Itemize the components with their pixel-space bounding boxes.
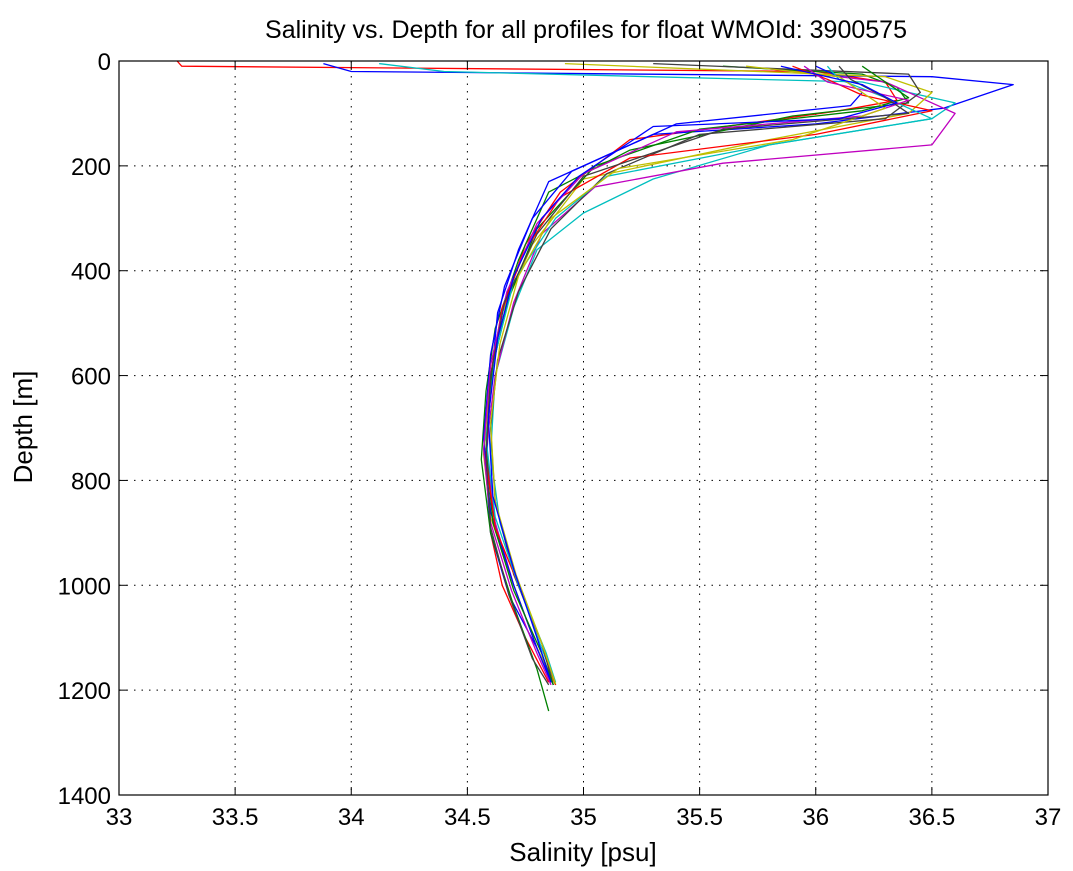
x-tick-label: 34.5 — [444, 804, 491, 831]
y-tick-label: 400 — [71, 259, 111, 286]
profile-line-12 — [482, 65, 910, 686]
y-tick-label: 1000 — [58, 573, 111, 600]
profile-line-1 — [176, 60, 898, 683]
profile-lines — [176, 60, 1014, 712]
y-tick-label: 1400 — [58, 783, 111, 810]
y-tick-label: 200 — [71, 154, 111, 181]
plot-frame — [118, 60, 1049, 796]
profile-line-13 — [489, 65, 887, 685]
y-axis-label: Depth [m] — [8, 371, 38, 484]
axis-ticks — [118, 60, 1049, 796]
y-tick-label: 800 — [71, 468, 111, 495]
x-tick-labels: 33 33.5 34 34.5 35 35.5 36 36.5 37 — [106, 804, 1062, 831]
y-tick-label: 600 — [71, 364, 111, 391]
x-axis-label: Salinity [psu] — [509, 837, 656, 867]
x-tick-label: 36.5 — [909, 804, 956, 831]
x-tick-label: 33.5 — [212, 804, 259, 831]
chart-title: Salinity vs. Depth for all profiles for … — [265, 16, 907, 44]
x-tick-label: 35.5 — [676, 804, 723, 831]
x-tick-label: 34 — [338, 804, 365, 831]
x-tick-label: 33 — [106, 804, 133, 831]
y-tick-labels: 0 200 400 600 800 1000 1200 1400 — [58, 49, 111, 810]
x-tick-label: 35 — [570, 804, 597, 831]
y-tick-label: 1200 — [58, 678, 111, 705]
x-tick-label: 37 — [1035, 804, 1062, 831]
x-tick-label: 36 — [802, 804, 829, 831]
profile-line-14 — [485, 65, 910, 686]
profile-line-15 — [487, 65, 898, 683]
y-tick-label: 0 — [98, 49, 111, 76]
